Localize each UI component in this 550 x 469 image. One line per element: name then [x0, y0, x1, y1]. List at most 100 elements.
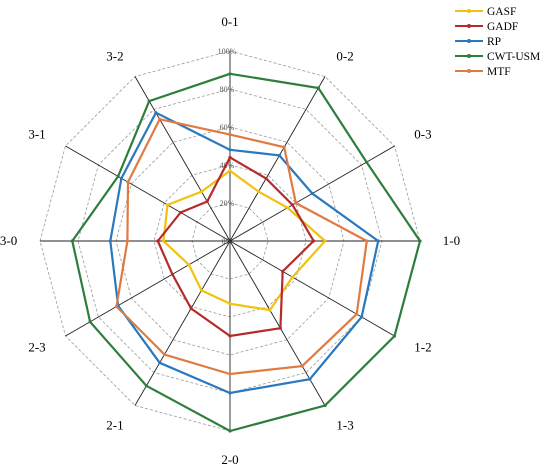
series-point — [126, 180, 130, 184]
series-line — [156, 155, 315, 338]
series-point — [162, 352, 167, 357]
category-label: 2-0 — [221, 452, 238, 467]
legend-label: CWT-USM — [487, 51, 540, 63]
series-point — [308, 377, 312, 381]
series-gadf — [156, 155, 316, 338]
radar-grid: 0% 20% 40% 60% 80% 100% — [39, 47, 421, 432]
category-label: 3-1 — [28, 127, 45, 142]
legend-item: RP — [455, 36, 501, 48]
legend-label: GADF — [487, 21, 518, 33]
series-point — [277, 153, 281, 157]
radar-series — [70, 72, 422, 433]
legend-marker — [467, 24, 471, 28]
radial-tick-label: 20% — [220, 199, 235, 208]
series-point — [290, 275, 295, 279]
legend-label: MTF — [487, 66, 511, 78]
series-point — [281, 269, 285, 273]
axis-spoke — [134, 240, 231, 406]
series-point — [147, 99, 151, 103]
series-mtf — [114, 117, 369, 376]
series-point — [228, 169, 232, 173]
series-point — [228, 148, 232, 152]
series-line — [115, 117, 368, 376]
series-point — [228, 334, 232, 338]
series-point — [108, 239, 112, 243]
series-point — [310, 191, 314, 196]
category-label: 3-0 — [0, 233, 17, 248]
series-point — [323, 403, 327, 408]
series-gasf — [161, 169, 327, 312]
legend-marker — [467, 54, 471, 58]
series-point — [156, 239, 160, 243]
legend-marker — [467, 9, 471, 13]
series-point — [179, 210, 183, 215]
series-point — [294, 201, 298, 205]
axis-spoke — [65, 240, 231, 337]
series-point — [312, 239, 316, 243]
axis-spoke — [229, 240, 395, 337]
axis-spoke — [229, 240, 326, 406]
axis-spoke — [65, 145, 231, 242]
series-point — [125, 239, 129, 243]
series-point — [158, 117, 162, 121]
series-point — [165, 203, 170, 207]
series-point — [376, 239, 380, 243]
legend-marker — [467, 69, 471, 73]
series-point — [365, 160, 369, 164]
series-point — [228, 72, 232, 76]
series-point — [300, 364, 304, 368]
series-point — [199, 190, 204, 194]
series-point — [278, 326, 282, 330]
series-point — [228, 372, 232, 376]
series-point — [116, 174, 120, 178]
category-label: 2-1 — [106, 417, 123, 432]
series-point — [256, 190, 261, 194]
legend-label: RP — [487, 36, 501, 48]
axis-spoke — [134, 76, 231, 242]
legend-item: CWT-USM — [455, 51, 540, 63]
series-point — [187, 263, 191, 267]
series-point — [228, 429, 232, 433]
series-point — [228, 133, 232, 137]
series-point — [199, 288, 204, 292]
series-point — [205, 199, 209, 204]
series-point — [154, 111, 158, 115]
radial-tick-label: 100% — [218, 47, 237, 56]
axis-spoke — [229, 76, 326, 242]
legend-marker — [467, 39, 471, 43]
series-cwt-usm — [70, 72, 422, 433]
series-point — [360, 315, 364, 319]
radial-tick-label: 0% — [222, 237, 233, 246]
series-point — [88, 320, 92, 324]
radial-tick-label: 80% — [220, 85, 235, 94]
series-point — [418, 239, 422, 243]
series-point — [70, 239, 74, 243]
series-point — [114, 304, 119, 309]
legend-item: MTF — [455, 66, 511, 78]
legend-item: GASF — [455, 6, 516, 18]
category-label: 0-2 — [336, 49, 353, 64]
series-point — [264, 176, 268, 181]
series-point — [316, 86, 320, 90]
series-point — [290, 203, 295, 207]
category-label: 3-2 — [106, 49, 123, 64]
category-label: 0-1 — [221, 14, 238, 29]
series-line — [162, 169, 327, 312]
category-label: 2-3 — [28, 339, 45, 354]
category-label: 0-3 — [414, 127, 431, 142]
series-point — [228, 391, 232, 395]
series-point — [355, 312, 359, 316]
series-point — [268, 308, 272, 312]
chart-legend: GASF GADF RP CWT-USM MTF — [455, 6, 540, 78]
radial-tick-label: 60% — [220, 123, 235, 132]
series-point — [323, 239, 327, 243]
category-label: 1-0 — [443, 233, 460, 248]
category-label: 1-3 — [336, 417, 353, 432]
series-line — [109, 111, 380, 395]
series-point — [392, 334, 397, 338]
series-point — [286, 206, 290, 210]
series-point — [282, 145, 286, 149]
radar-axis-labels: 0-1 0-2 0-3 1-0 1-2 1-3 2-0 2-1 2-3 3-0 3-1 3-2 — [0, 14, 460, 467]
legend-label: GASF — [487, 6, 516, 18]
